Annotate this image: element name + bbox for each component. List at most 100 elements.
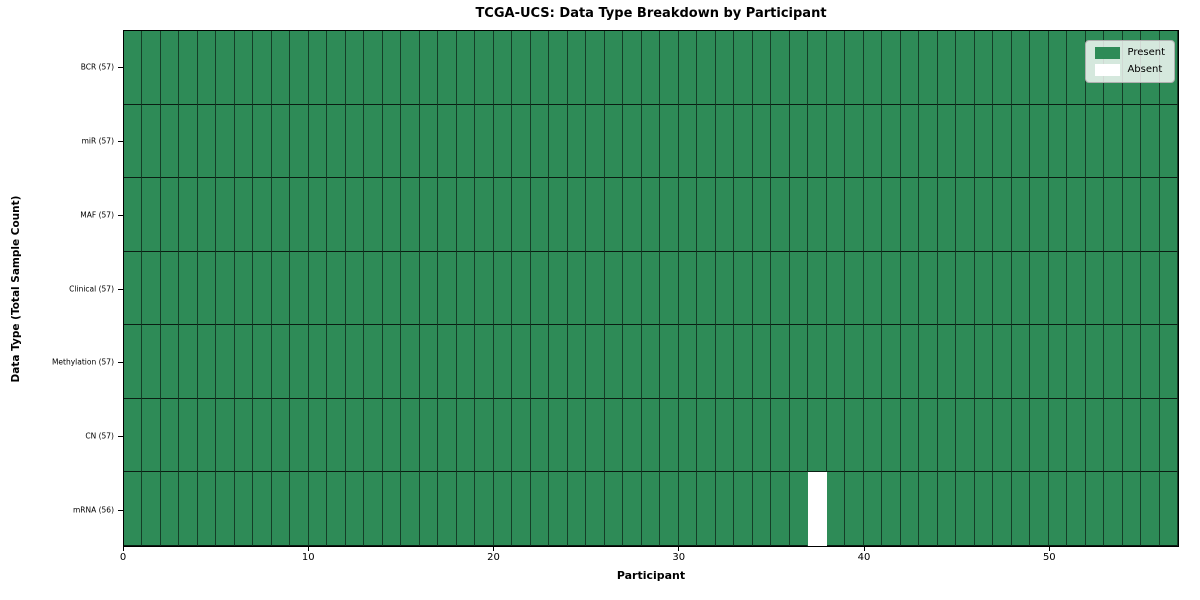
x-tick-mark: [307, 547, 309, 551]
heatmap-cell: [863, 398, 883, 473]
heatmap-cell: [715, 472, 735, 546]
heatmap-cell: [401, 325, 420, 399]
heatmap-cell: [530, 31, 550, 105]
heatmap-cell: [364, 398, 383, 473]
heatmap-cell: [549, 178, 568, 252]
heatmap-cell: [1067, 104, 1086, 179]
heatmap-cell: [974, 178, 994, 252]
heatmap-cell: [179, 251, 198, 326]
heatmap-cell: [956, 178, 975, 252]
heatmap-cell: [734, 472, 753, 546]
heatmap-cell: [567, 104, 587, 179]
heatmap-cell: [456, 398, 476, 473]
heatmap-cell: [1159, 104, 1178, 179]
heatmap-cell: [937, 104, 957, 179]
heatmap-cell: [438, 472, 457, 546]
heatmap-cell: [345, 31, 365, 105]
heatmap-cell: [1067, 325, 1086, 399]
heatmap-cell: [345, 251, 365, 326]
heatmap-cell: [253, 472, 272, 546]
heatmap-cell: [641, 178, 661, 252]
y-tick-mark: [118, 510, 123, 512]
heatmap-cell: [623, 251, 642, 326]
heatmap-cell: [401, 251, 420, 326]
heatmap-cell: [771, 472, 790, 546]
heatmap-cell: [1141, 325, 1160, 399]
heatmap-cell: [678, 178, 698, 252]
heatmap-cell: [641, 104, 661, 179]
heatmap-cell: [401, 31, 420, 105]
heatmap-cell: [197, 398, 217, 473]
heatmap-cell: [1122, 178, 1142, 252]
heatmap-cell: [382, 104, 402, 179]
heatmap-cell: [604, 251, 624, 326]
heatmap-cell: [678, 104, 698, 179]
heatmap-cell: [1085, 251, 1105, 326]
heatmap-cell: [438, 178, 457, 252]
chart-title: TCGA-UCS: Data Type Breakdown by Partici…: [475, 6, 827, 21]
heatmap-cell: [549, 325, 568, 399]
plot-area: Present Absent: [123, 30, 1179, 547]
heatmap-cell: [863, 472, 883, 546]
heatmap-cell: [586, 472, 605, 546]
heatmap-cell: [197, 104, 217, 179]
heatmap-cell: [1067, 251, 1086, 326]
heatmap-cell: [327, 472, 346, 546]
heatmap-cell: [919, 178, 938, 252]
heatmap-cell: [956, 325, 975, 399]
y-tick-mark: [118, 288, 123, 290]
heatmap-cell: [456, 325, 476, 399]
heatmap-cell: [1104, 104, 1123, 179]
heatmap-cell: [364, 104, 383, 179]
heatmap-cell: [715, 178, 735, 252]
heatmap-cell: [845, 31, 864, 105]
heatmap-cell: [623, 398, 642, 473]
heatmap-cell: [290, 472, 309, 546]
heatmap-cell: [124, 472, 143, 546]
heatmap-cell: [1048, 104, 1068, 179]
heatmap-cell: [382, 31, 402, 105]
heatmap-cell: [142, 178, 161, 252]
heatmap-cell: [1104, 472, 1123, 546]
heatmap-cell: [234, 31, 254, 105]
heatmap-cell: [308, 251, 328, 326]
heatmap-cell: [752, 472, 772, 546]
heatmap-cell: [1104, 251, 1123, 326]
heatmap-cell: [641, 398, 661, 473]
heatmap-cell: [160, 104, 180, 179]
heatmap-cell: [882, 472, 901, 546]
heatmap-cell: [1011, 398, 1031, 473]
heatmap-cell: [1048, 472, 1068, 546]
heatmap-cell: [623, 178, 642, 252]
heatmap-cell: [1104, 325, 1123, 399]
heatmap-cell: [900, 104, 920, 179]
x-tick-label: 0: [119, 552, 127, 563]
heatmap-cell: [882, 31, 901, 105]
heatmap-cell: [826, 104, 846, 179]
heatmap-cell: [493, 178, 513, 252]
y-tick-label: Clinical (57): [69, 284, 114, 293]
heatmap-cell: [641, 472, 661, 546]
heatmap-cell: [512, 178, 531, 252]
heatmap-cell: [142, 104, 161, 179]
heatmap-cell: [512, 398, 531, 473]
heatmap-cell: [271, 398, 291, 473]
heatmap-cell: [1030, 472, 1049, 546]
heatmap-cell: [1159, 251, 1178, 326]
heatmap-cell: [234, 472, 254, 546]
heatmap-cell: [900, 251, 920, 326]
heatmap-cell: [308, 104, 328, 179]
heatmap-cell: [900, 178, 920, 252]
heatmap-cell: [697, 325, 716, 399]
heatmap-cell: [993, 31, 1012, 105]
heatmap-cell: [1048, 325, 1068, 399]
heatmap-cell: [1011, 31, 1031, 105]
legend: Present Absent: [1085, 40, 1175, 83]
heatmap-cell: [475, 31, 494, 105]
heatmap-cell: [530, 178, 550, 252]
heatmap-cell: [586, 104, 605, 179]
heatmap-cell: [771, 398, 790, 473]
heatmap-cell: [475, 178, 494, 252]
heatmap-cell: [697, 31, 716, 105]
